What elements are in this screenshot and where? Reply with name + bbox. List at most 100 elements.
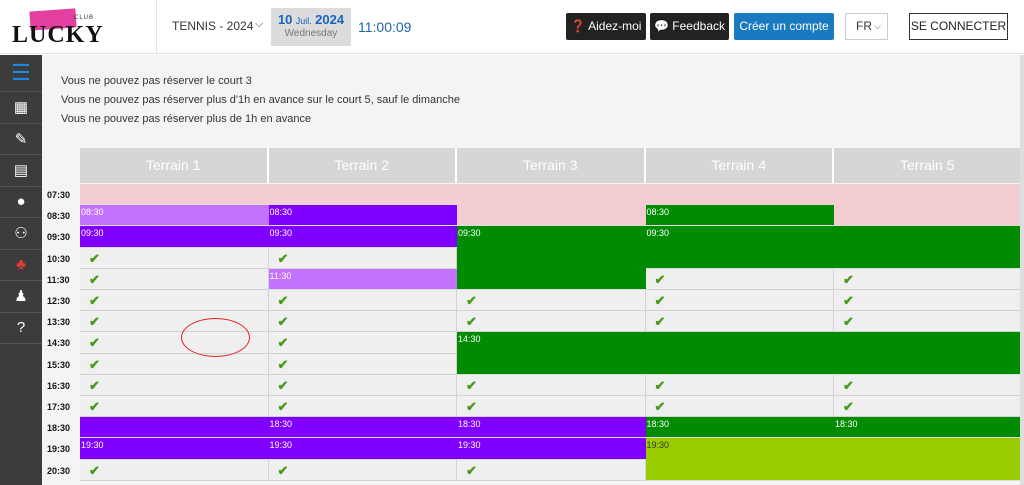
slot-cell[interactable] (80, 459, 269, 481)
available-check-icon[interactable]: ✔ (89, 314, 100, 330)
available-check-icon[interactable]: ✔ (843, 399, 854, 414)
sidebar-item-calendar[interactable]: ▦ (0, 92, 42, 124)
sidebar-item-book[interactable]: ▤ (0, 155, 42, 187)
slot-cell[interactable] (80, 374, 269, 396)
sport-selector[interactable]: TENNIS - 2024 (172, 19, 254, 33)
available-check-icon[interactable]: ✔ (466, 314, 477, 330)
available-check-icon[interactable]: ✔ (654, 293, 666, 308)
slot-cell[interactable] (80, 290, 269, 312)
available-check-icon[interactable]: ✔ (277, 399, 289, 414)
available-check-icon[interactable]: ✔ (654, 399, 666, 414)
slot-cell[interactable] (268, 459, 457, 481)
available-check-icon[interactable]: ✔ (277, 356, 289, 372)
slot-cell[interactable] (80, 353, 269, 375)
booking-block[interactable]: 14:30 (457, 332, 1023, 375)
slot-cell[interactable] (268, 353, 457, 375)
slot-cell[interactable] (834, 396, 1023, 418)
slot-cell[interactable] (457, 396, 646, 418)
booking-block[interactable]: 11:30 (268, 268, 457, 290)
booking-block[interactable] (268, 184, 457, 206)
slot-cell[interactable] (457, 459, 646, 481)
slot-cell[interactable] (268, 332, 457, 354)
sidebar-item-user[interactable]: ♟ (0, 281, 42, 313)
available-check-icon[interactable]: ✔ (89, 399, 100, 414)
available-check-icon[interactable]: ✔ (654, 314, 666, 330)
available-check-icon[interactable]: ✔ (466, 462, 477, 478)
slot-cell[interactable] (268, 396, 457, 418)
booking-block[interactable] (834, 184, 1023, 227)
booking-block[interactable] (80, 417, 269, 439)
available-check-icon[interactable]: ✔ (466, 399, 477, 414)
booking-block[interactable]: 18:30 (268, 417, 457, 439)
booking-block[interactable]: 18:30 (457, 417, 646, 439)
available-check-icon[interactable]: ✔ (89, 335, 100, 351)
slot-cell[interactable] (457, 374, 646, 396)
slot-cell[interactable] (80, 396, 269, 418)
sidebar-item-group[interactable]: ♣ (0, 250, 42, 281)
slot-cell[interactable] (645, 311, 834, 333)
available-check-icon[interactable]: ✔ (89, 271, 100, 287)
available-check-icon[interactable]: ✔ (843, 271, 854, 287)
slot-cell[interactable] (645, 290, 834, 312)
slot-cell[interactable] (268, 247, 457, 269)
slot-cell[interactable] (268, 311, 457, 333)
booking-block[interactable] (80, 184, 269, 206)
sidebar-item-menu[interactable]: ☰ (0, 55, 42, 92)
slot-cell[interactable] (645, 268, 834, 290)
booking-block[interactable] (645, 184, 834, 206)
booking-block[interactable]: 08:30 (645, 205, 834, 227)
available-check-icon[interactable]: ✔ (277, 250, 289, 266)
booking-block[interactable]: 19:30 (645, 438, 1023, 481)
booking-block[interactable]: 09:30 (645, 226, 1023, 269)
available-check-icon[interactable]: ✔ (277, 293, 289, 308)
available-check-icon[interactable]: ✔ (277, 314, 289, 330)
slot-cell[interactable] (645, 396, 834, 418)
slot-cell[interactable] (645, 374, 834, 396)
booking-block[interactable]: 09:30 (268, 226, 457, 248)
slot-cell[interactable] (834, 290, 1023, 312)
sidebar-item-add-user[interactable]: ⚇ (0, 218, 42, 250)
available-check-icon[interactable]: ✔ (89, 462, 100, 478)
slot-cell[interactable] (80, 268, 269, 290)
available-check-icon[interactable]: ✔ (654, 377, 666, 393)
language-selector[interactable]: FR ⌵ (845, 13, 888, 40)
booking-block[interactable]: 19:30 (457, 438, 646, 460)
available-check-icon[interactable]: ✔ (654, 271, 666, 287)
slot-cell[interactable] (457, 311, 646, 333)
slot-cell[interactable] (834, 374, 1023, 396)
booking-block[interactable]: 08:30 (80, 205, 269, 227)
available-check-icon[interactable]: ✔ (277, 377, 289, 393)
feedback-button[interactable]: 💬 Feedback (650, 13, 729, 40)
create-account-button[interactable]: Créer un compte (734, 13, 834, 40)
available-check-icon[interactable]: ✔ (89, 377, 100, 393)
available-check-icon[interactable]: ✔ (466, 377, 477, 393)
slot-cell[interactable] (268, 374, 457, 396)
available-check-icon[interactable]: ✔ (843, 314, 854, 330)
slot-cell[interactable] (834, 268, 1023, 290)
booking-block[interactable]: 18:30 (645, 417, 834, 439)
booking-block[interactable]: 18:30 (834, 417, 1023, 439)
booking-block[interactable] (457, 184, 646, 227)
booking-block[interactable]: 09:30 (457, 226, 646, 290)
slot-cell[interactable] (457, 290, 646, 312)
help-button[interactable]: ❓ Aidez-moi (566, 13, 646, 40)
club-logo[interactable]: CLUB LUCKY (8, 6, 108, 50)
sidebar-item-ticket[interactable]: ✎ (0, 124, 42, 155)
sidebar-item-map-marker[interactable]: ● (0, 187, 42, 218)
login-button[interactable]: SE CONNECTER (909, 13, 1008, 40)
available-check-icon[interactable]: ✔ (466, 293, 477, 308)
available-check-icon[interactable]: ✔ (89, 293, 100, 308)
date-picker[interactable]: 10 Juil. 2024 Wednesday (271, 8, 351, 46)
booking-block[interactable]: 08:30 (268, 205, 457, 227)
vertical-scrollbar[interactable] (1020, 55, 1024, 485)
available-check-icon[interactable]: ✔ (277, 462, 289, 478)
slot-cell[interactable] (268, 290, 457, 312)
sidebar-item-question[interactable]: ? (0, 313, 42, 344)
available-check-icon[interactable]: ✔ (843, 293, 854, 308)
available-check-icon[interactable]: ✔ (843, 377, 854, 393)
available-check-icon[interactable]: ✔ (277, 335, 289, 351)
chevron-down-icon[interactable]: ⌵ (255, 18, 264, 30)
slot-cell[interactable] (80, 247, 269, 269)
booking-block[interactable]: 19:30 (80, 438, 269, 460)
slot-cell[interactable] (834, 311, 1023, 333)
